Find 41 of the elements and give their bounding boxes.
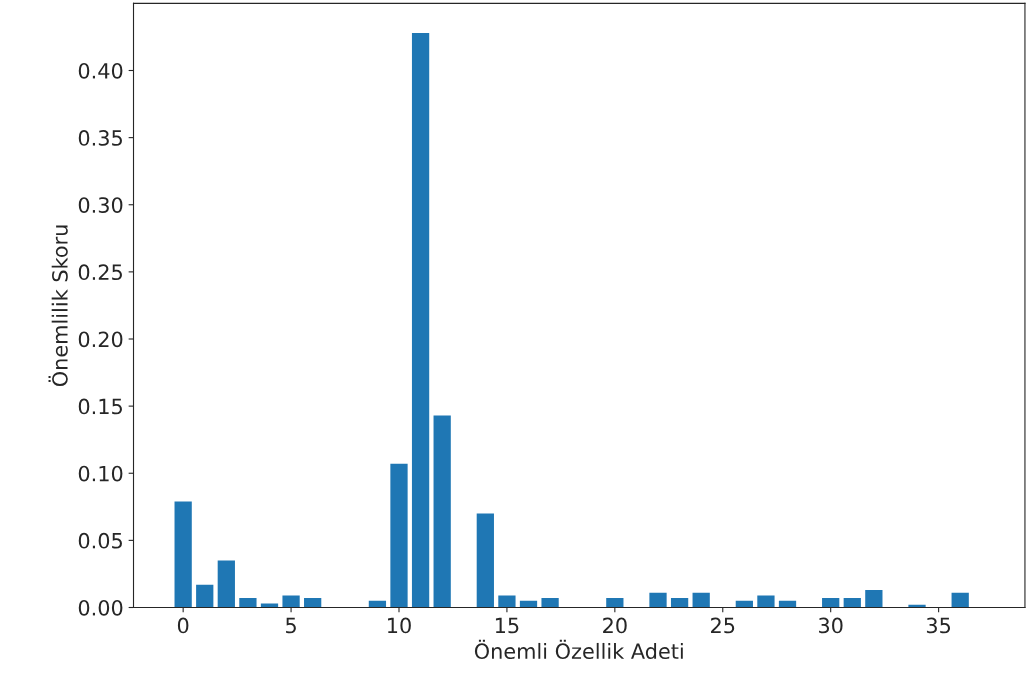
x-tick-label: 20	[603, 617, 627, 634]
y-tick-label: 0.10	[78, 465, 123, 482]
y-tick-label: 0.40	[78, 62, 123, 79]
bar	[217, 560, 235, 608]
bar	[304, 598, 322, 608]
x-tick-label: 15	[495, 617, 519, 634]
y-tick-label: 0.20	[78, 331, 123, 348]
bar	[239, 598, 257, 608]
x-axis-title: Önemli Özellik Adeti	[474, 639, 683, 660]
bar	[196, 584, 214, 608]
bar	[541, 598, 559, 608]
bar	[411, 32, 430, 608]
y-tick-label: 0.15	[78, 398, 122, 415]
bar	[843, 598, 861, 608]
bar	[606, 598, 624, 608]
bar	[822, 598, 840, 608]
bar	[649, 592, 667, 608]
y-tick-label: 0.00	[78, 599, 123, 616]
x-tick-label: 35	[926, 617, 951, 634]
x-tick-label: 10	[388, 617, 411, 634]
x-tick-label: 25	[711, 617, 735, 634]
y-tick-label: 0.25	[78, 264, 122, 281]
bar	[476, 513, 494, 608]
x-tick-label: 0	[177, 617, 189, 634]
bar	[670, 598, 689, 608]
bar	[692, 592, 710, 608]
y-axis-title: Önemlilik Skoru	[48, 225, 68, 387]
y-tick-label: 0.35	[78, 130, 122, 146]
bar	[260, 603, 279, 608]
bar	[282, 595, 300, 608]
bar	[433, 415, 451, 608]
y-tick-label: 0.30	[78, 197, 123, 213]
bar	[757, 595, 775, 608]
bar	[174, 501, 192, 608]
bar	[498, 595, 516, 608]
bar	[390, 463, 408, 608]
bar	[951, 592, 969, 608]
bar	[865, 590, 883, 608]
x-tick-label: 5	[286, 617, 296, 634]
x-tick-label: 30	[819, 617, 843, 634]
y-tick-label: 0.05	[78, 532, 122, 549]
